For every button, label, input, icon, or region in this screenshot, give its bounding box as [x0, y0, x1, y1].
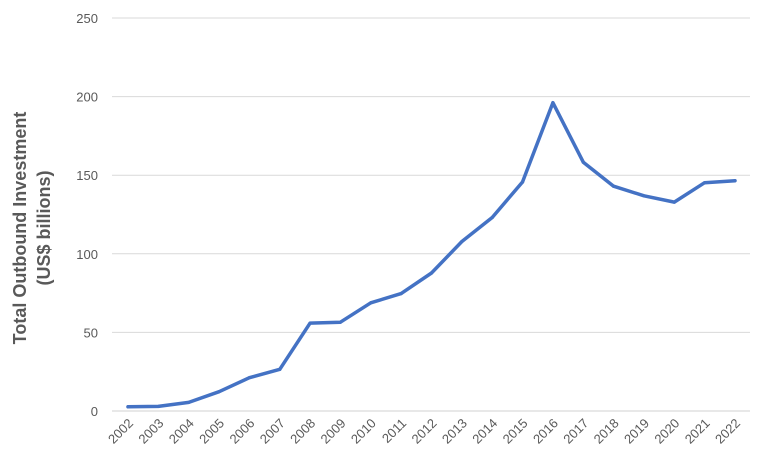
- data-point-2002: [126, 405, 130, 409]
- x-axis-ticks: 2002 2003 2004 2005 2006 2007 2008 2009 2010 2011…: [105, 416, 743, 447]
- data-point-2004: [187, 400, 191, 404]
- data-point-2006: [247, 376, 251, 380]
- x-tick-label: 2003: [135, 416, 166, 447]
- x-tick-label: 2019: [621, 416, 652, 447]
- x-tick-label: 2015: [500, 416, 531, 447]
- y-tick-label: 250: [76, 11, 98, 26]
- data-point-2018: [612, 184, 616, 188]
- x-tick-label: 2005: [196, 416, 227, 447]
- x-tick-label: 2010: [348, 416, 379, 447]
- x-tick-label: 2008: [287, 416, 318, 447]
- y-axis-title-line-1: Total Outbound Investment: [10, 112, 30, 345]
- x-tick-label: 2013: [439, 416, 470, 447]
- x-tick-label: 2004: [166, 416, 197, 447]
- data-point-2016: [551, 101, 555, 105]
- data-point-2014: [490, 215, 494, 220]
- x-tick-label: 2017: [560, 416, 591, 447]
- data-point-2019: [642, 194, 646, 198]
- data-point-2011: [399, 291, 403, 296]
- x-tick-label: 2006: [226, 416, 257, 447]
- data-point-2013: [460, 239, 464, 244]
- x-tick-label: 2018: [591, 416, 622, 447]
- x-tick-label: 2002: [105, 416, 136, 447]
- x-tick-label: 2011: [379, 416, 409, 446]
- data-point-2021: [703, 181, 707, 185]
- x-tick-label: 2007: [257, 416, 288, 447]
- x-tick-label: 2014: [469, 416, 500, 447]
- data-point-2012: [429, 271, 434, 275]
- x-tick-label: 2012: [409, 416, 440, 447]
- y-tick-label: 0: [91, 404, 98, 419]
- x-tick-label: 2022: [712, 416, 743, 447]
- data-point-2015: [520, 180, 525, 184]
- x-tick-label: 2021: [682, 416, 713, 447]
- x-tick-label: 2016: [530, 416, 561, 447]
- y-axis-title-line-2: (US$ billions): [34, 170, 54, 285]
- gridlines: [112, 17, 750, 412]
- data-point-2020: [672, 200, 676, 204]
- y-tick-label: 200: [76, 90, 98, 105]
- data-point-2010: [369, 301, 373, 305]
- data-point-2005: [217, 390, 221, 394]
- series-line: [126, 100, 737, 409]
- data-point-2007: [278, 367, 282, 371]
- y-tick-label: 150: [76, 168, 98, 183]
- y-axis-ticks: 0 50 100 150 200 250: [76, 11, 98, 419]
- x-tick-label: 2009: [318, 416, 349, 447]
- data-point-2008: [308, 321, 312, 325]
- data-point-2003: [156, 404, 160, 409]
- series-layer: [126, 100, 737, 409]
- x-tick-label: 2020: [651, 416, 682, 447]
- data-point-2009: [338, 320, 343, 324]
- data-point-2017: [581, 160, 585, 164]
- y-tick-label: 100: [76, 247, 98, 262]
- y-tick-label: 50: [84, 325, 98, 340]
- data-point-2022: [733, 179, 737, 183]
